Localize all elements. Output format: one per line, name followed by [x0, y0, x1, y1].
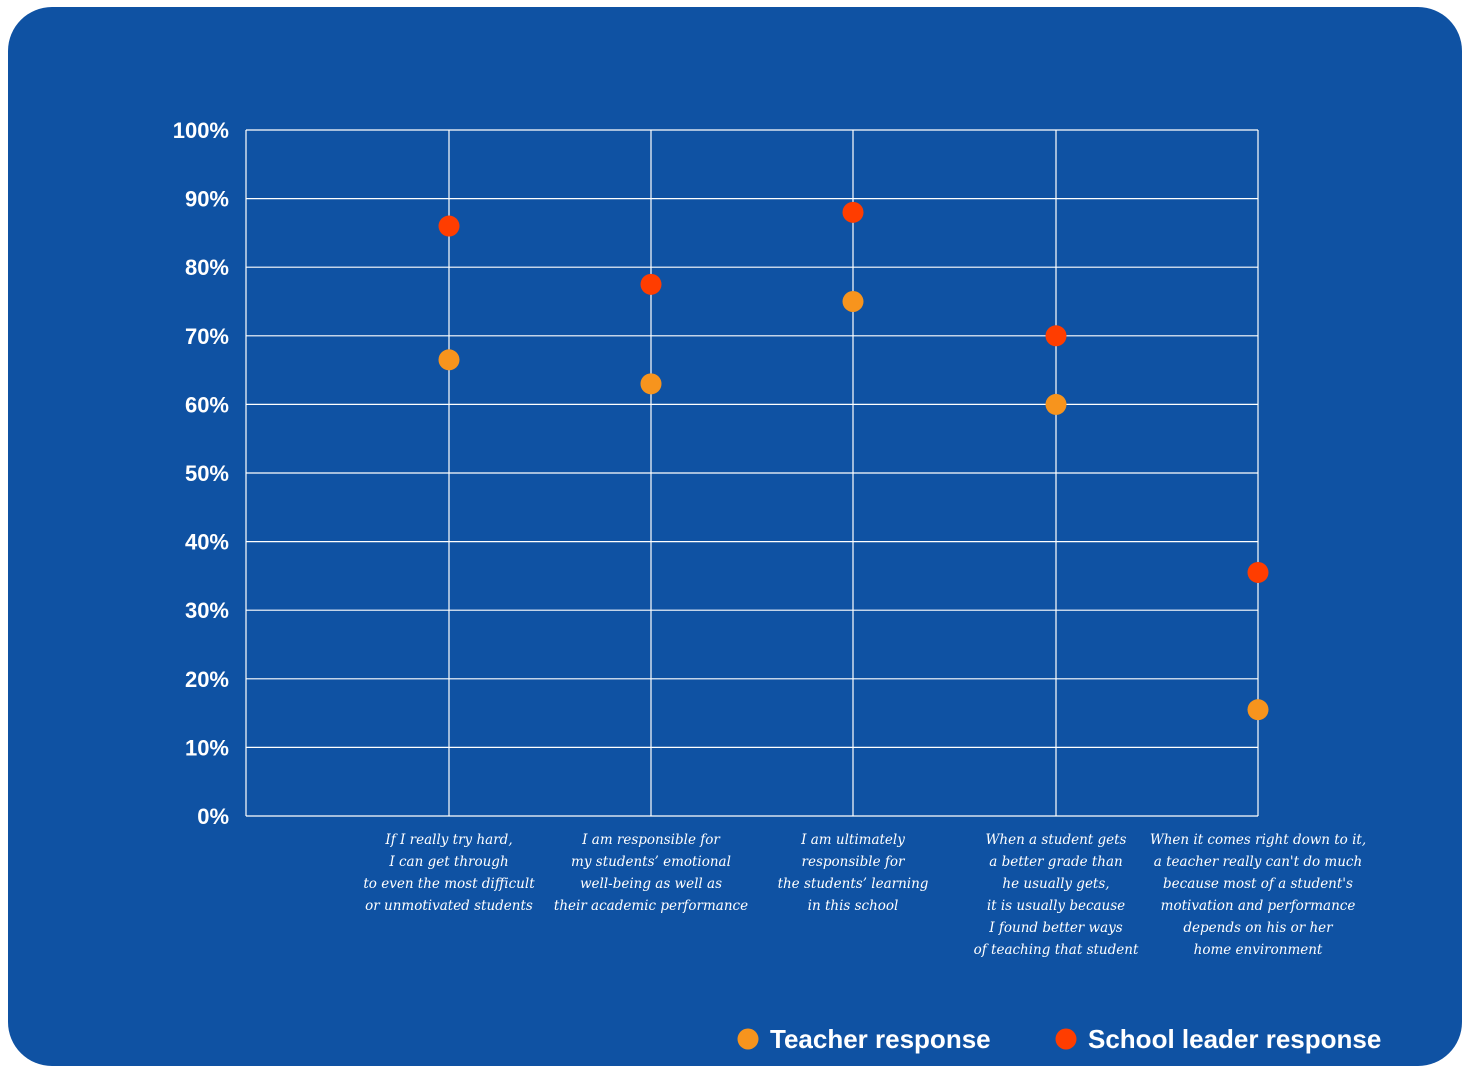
y-tick-label: 10% — [185, 735, 229, 760]
legend: Teacher response School leader response — [737, 1024, 1381, 1054]
legend-label: Teacher response — [770, 1024, 991, 1054]
y-tick-label: 60% — [185, 392, 229, 417]
school-leader-point — [640, 273, 662, 295]
school-leader-point — [842, 201, 864, 223]
y-tick-label: 0% — [197, 804, 229, 829]
y-tick-label: 80% — [185, 255, 229, 280]
x-axis-ticks: If I really try hard, I can get through to… — [363, 832, 1366, 958]
teacher-point — [842, 291, 864, 312]
school-leader-point — [438, 215, 460, 237]
teacher-point — [1045, 393, 1067, 415]
y-tick-label: 40% — [185, 530, 229, 555]
teacher-point — [640, 373, 662, 395]
x-tick-label: If I really try hard, I can get through to… — [363, 832, 535, 914]
x-tick-label: I am ultimately responsible for the studen… — [778, 832, 929, 914]
legend-label: School leader response — [1088, 1024, 1381, 1054]
y-tick-label: 100% — [173, 118, 229, 143]
data-points — [438, 201, 1269, 721]
y-axis-ticks: 0% 10% 20% 30% 40% 50% 60% 70% 80% 90% 100% — [173, 118, 229, 829]
legend-marker — [1055, 1028, 1077, 1050]
x-tick-label: When it comes right down to it, a teacher… — [1150, 832, 1366, 958]
y-tick-label: 50% — [185, 461, 229, 486]
grid — [245, 129, 1259, 817]
x-tick-label: I am responsible for my students’ emotion… — [554, 832, 748, 914]
school-leader-point — [1045, 325, 1067, 347]
y-tick-label: 70% — [185, 324, 229, 349]
legend-marker — [737, 1028, 759, 1050]
x-tick-label: When a student gets a better grade than he… — [974, 832, 1139, 958]
teacher-point — [438, 349, 460, 371]
y-tick-label: 90% — [185, 187, 229, 212]
teacher-point — [1247, 699, 1269, 721]
school-leader-point — [1247, 561, 1269, 583]
y-tick-label: 30% — [185, 598, 229, 623]
y-tick-label: 20% — [185, 667, 229, 692]
chart-card — [8, 7, 1462, 1066]
